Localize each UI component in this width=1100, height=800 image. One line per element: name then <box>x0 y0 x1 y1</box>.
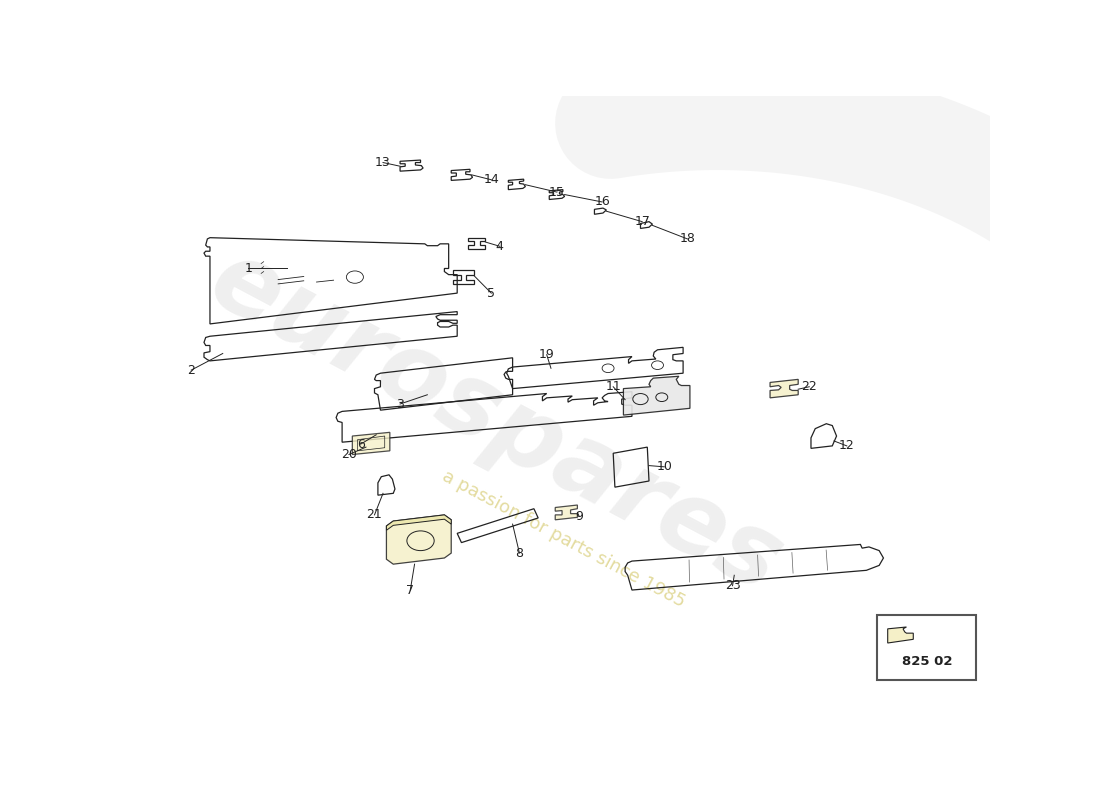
Text: 825 02: 825 02 <box>902 655 953 668</box>
Text: 2: 2 <box>187 364 195 377</box>
Text: 22: 22 <box>802 380 817 394</box>
Text: 19: 19 <box>539 348 554 362</box>
Text: 7: 7 <box>406 583 415 597</box>
Text: 15: 15 <box>549 186 565 198</box>
Text: 6: 6 <box>356 438 365 450</box>
Text: a passion for parts since 1985: a passion for parts since 1985 <box>439 467 689 611</box>
Text: 12: 12 <box>839 439 855 452</box>
Text: 18: 18 <box>680 233 695 246</box>
Polygon shape <box>386 515 451 530</box>
Text: 23: 23 <box>725 579 740 592</box>
Text: eurospares: eurospares <box>194 231 798 614</box>
Text: 13: 13 <box>375 156 390 169</box>
Polygon shape <box>352 432 389 454</box>
Text: 4: 4 <box>496 240 504 253</box>
Text: 17: 17 <box>635 215 650 228</box>
Text: 20: 20 <box>341 448 356 461</box>
Text: 10: 10 <box>657 460 672 474</box>
Text: 9: 9 <box>575 510 583 522</box>
Polygon shape <box>624 376 690 415</box>
Polygon shape <box>888 627 913 643</box>
Text: 1: 1 <box>244 262 252 275</box>
Text: 16: 16 <box>594 195 610 209</box>
Text: 3: 3 <box>396 398 404 410</box>
Text: 21: 21 <box>366 508 383 522</box>
Text: 14: 14 <box>483 174 499 186</box>
Polygon shape <box>556 505 578 520</box>
Text: 8: 8 <box>516 546 524 559</box>
Text: 11: 11 <box>605 380 621 394</box>
Polygon shape <box>386 515 451 564</box>
Polygon shape <box>770 379 799 398</box>
Text: 5: 5 <box>487 286 495 300</box>
FancyBboxPatch shape <box>878 615 976 680</box>
